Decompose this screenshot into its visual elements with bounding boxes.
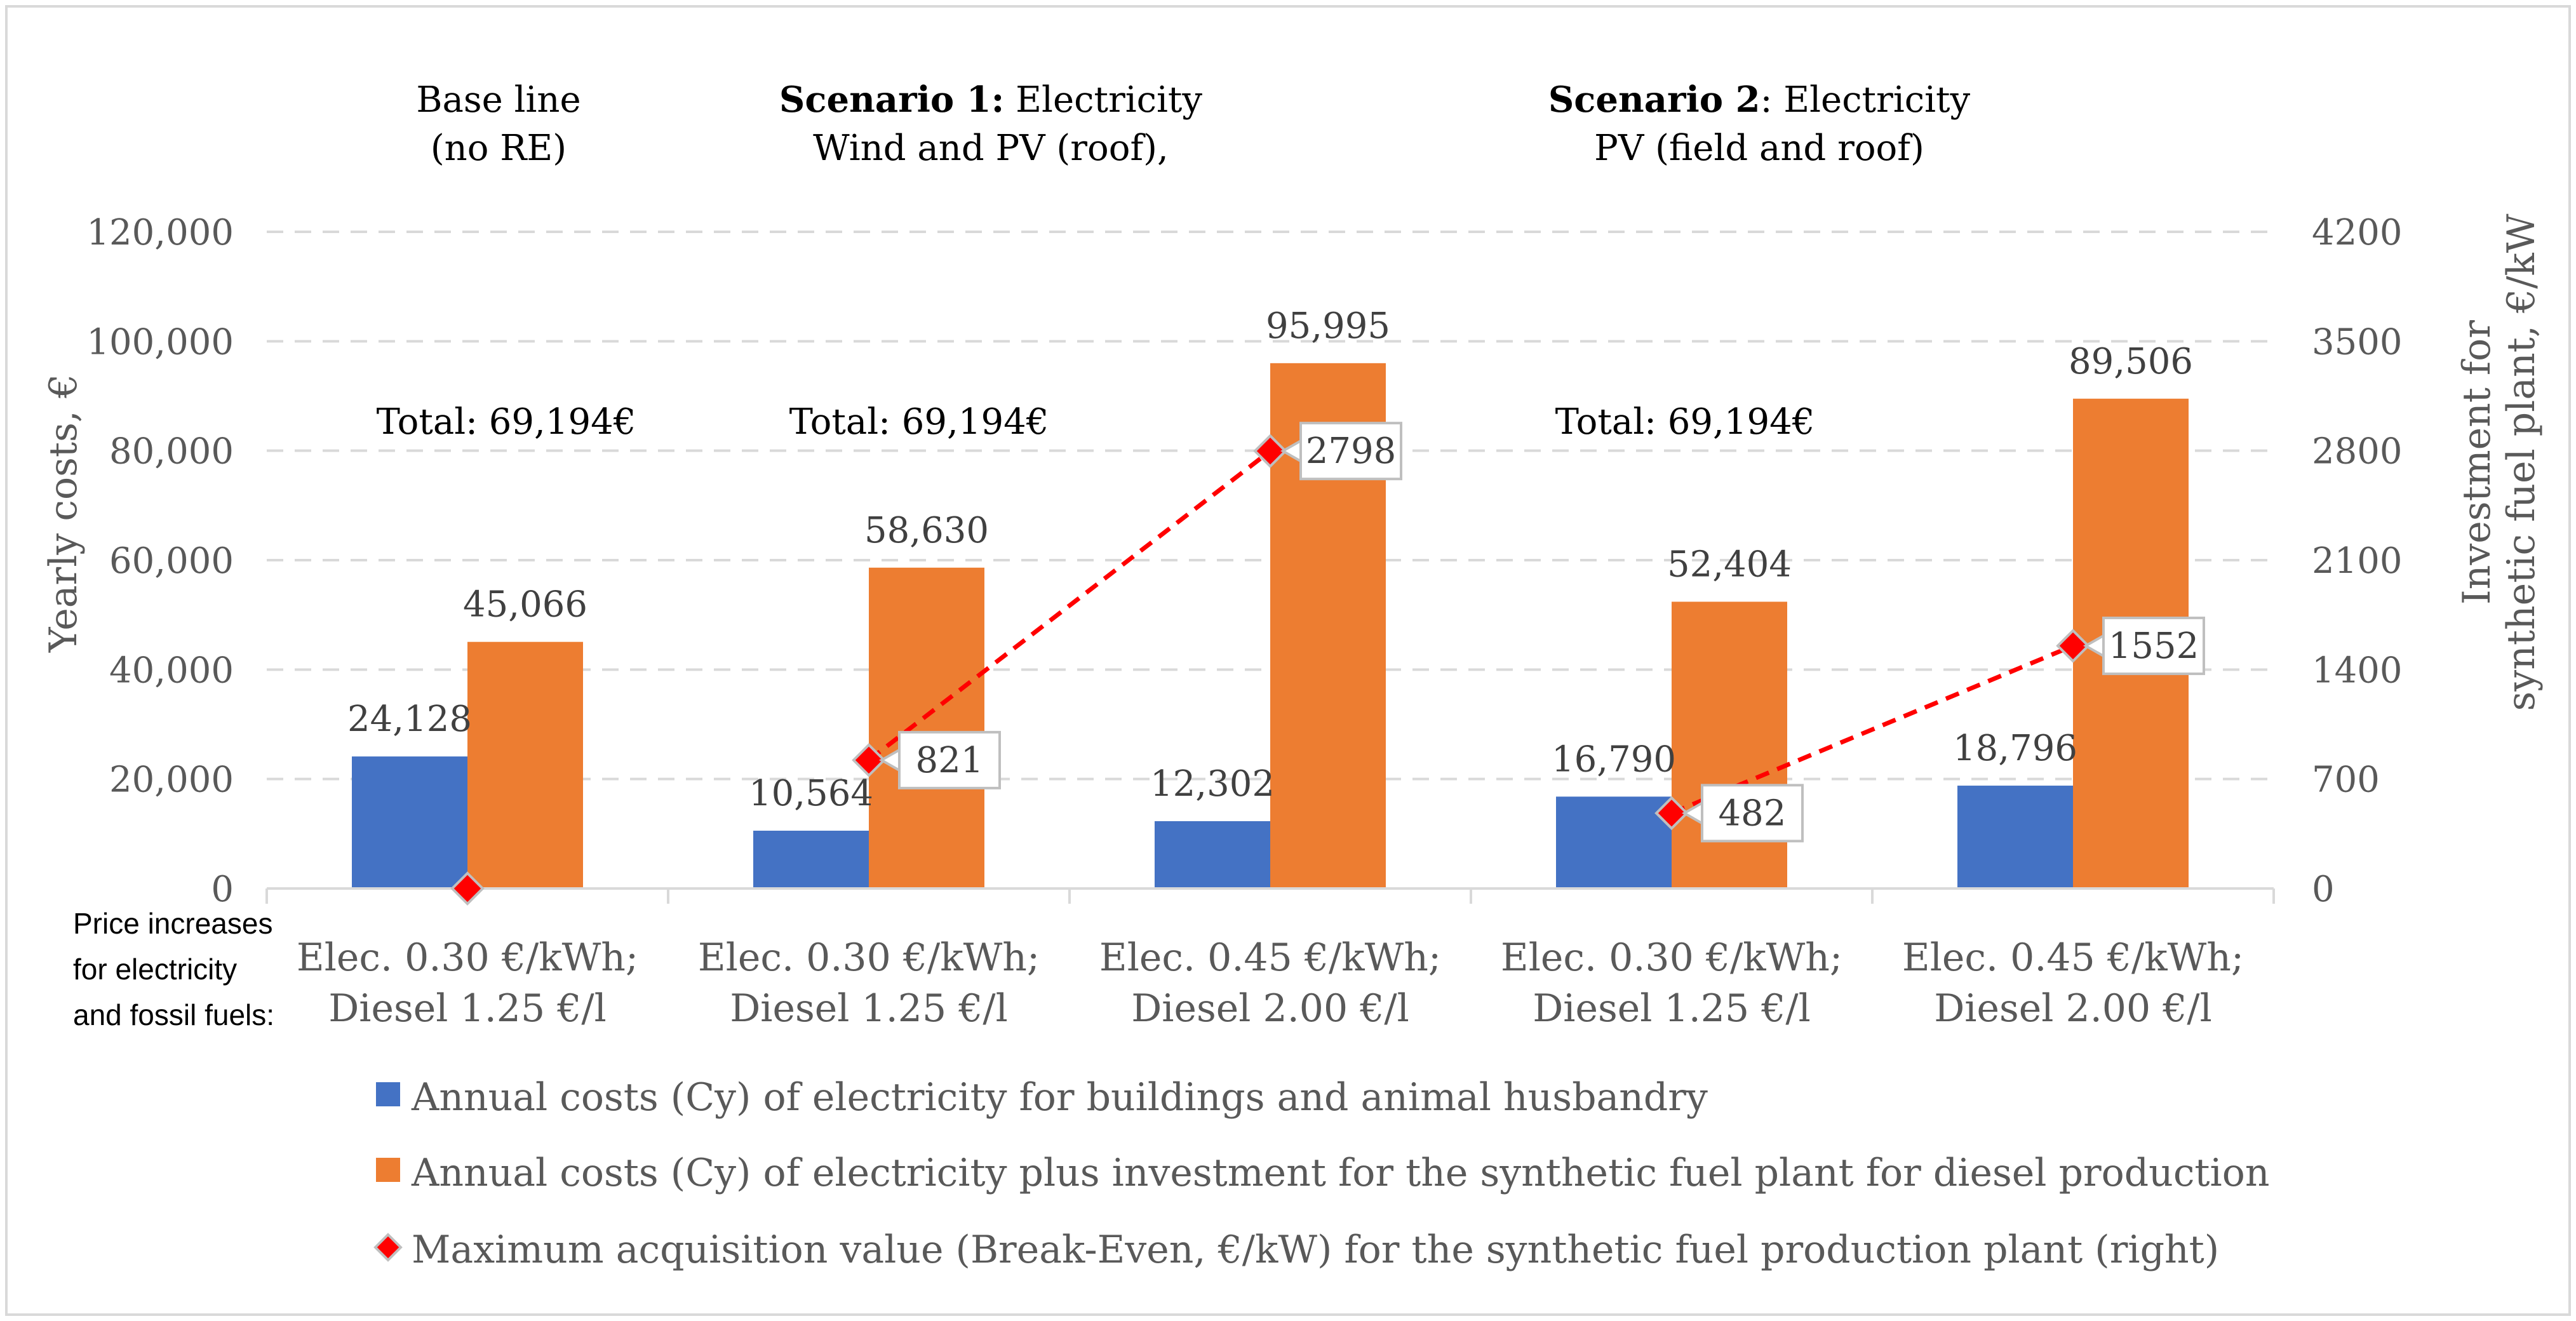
group-header-rest: : Electricity <box>1761 79 1971 121</box>
bar-value-label: 10,564 <box>749 773 873 814</box>
price-note: Price increases for electricity and foss… <box>73 907 274 1031</box>
legend-label: Annual costs (Cy) of electricity plus in… <box>411 1151 2270 1195</box>
break-even-marker <box>1654 796 1689 831</box>
group-header-bold: Scenario 2 <box>1548 79 1761 121</box>
y2-tick-label: 2800 <box>2312 431 2403 473</box>
bar-electricity <box>352 756 467 888</box>
total-label: Total: 69,194€ <box>377 401 636 443</box>
y-tick-label: 20,000 <box>109 760 234 801</box>
y-tick-label: 0 <box>211 869 234 910</box>
legend: Annual costs (Cy) of electricity for bui… <box>373 1075 2270 1272</box>
group-header-bold: Scenario 1: <box>779 79 1004 121</box>
bars <box>352 363 2189 888</box>
y2-tick-label: 0 <box>2312 869 2335 910</box>
break-even-marker <box>1253 434 1287 468</box>
category-label-line1: Elec. 0.30 €/kWh; <box>698 935 1040 980</box>
break-even-marker <box>852 743 886 777</box>
group-header-line2: (no RE) <box>431 128 567 169</box>
category-label-line1: Elec. 0.30 €/kWh; <box>1501 935 1842 980</box>
y-tick-label: 40,000 <box>109 650 234 691</box>
bar-electricity <box>1957 786 2073 888</box>
y2-tick-label: 4200 <box>2312 212 2403 253</box>
group-headers: Base line (no RE) Scenario 1: Electricity W… <box>416 79 1970 169</box>
bar-electricity <box>753 830 869 888</box>
y2-tick-label: 3500 <box>2312 321 2403 363</box>
total-label: Total: 69,194€ <box>789 401 1049 443</box>
legend-label: Annual costs (Cy) of electricity for bui… <box>411 1075 1708 1120</box>
y-tick-label: 80,000 <box>109 431 234 473</box>
bar-value-label: 89,506 <box>2069 341 2193 382</box>
price-note-line: Price increases <box>73 907 272 940</box>
break-even-callout-box <box>1701 784 1804 843</box>
group-header-line1: Scenario 1: Electricity <box>779 79 1202 121</box>
break-even-label: 482 <box>1719 793 1787 834</box>
y2-axis-ticks: 0 700 1400 2100 2800 3500 4200 <box>2312 212 2403 910</box>
legend-swatch <box>376 1158 400 1182</box>
category-label-line1: Elec. 0.45 €/kWh; <box>1099 935 1441 980</box>
bar-value-label: 52,404 <box>1667 544 1792 585</box>
y2-tick-label: 700 <box>2312 760 2380 801</box>
category-label-line1: Elec. 0.45 €/kWh; <box>1902 935 2244 980</box>
bar-value-label: 18,796 <box>1953 728 2077 769</box>
bar-value-label: 58,630 <box>864 510 989 551</box>
bar-value-label: 12,302 <box>1150 763 1275 805</box>
bar-value-label: 45,066 <box>463 584 587 626</box>
bar-electricity <box>1556 796 1672 888</box>
bar-value-label: 24,128 <box>347 699 472 740</box>
price-note-line: for electricity <box>73 953 237 986</box>
break-even-label: 1552 <box>2109 626 2199 667</box>
break-even-marker <box>450 871 485 906</box>
bar-electricity-plus-investment <box>467 641 583 888</box>
y2-axis-label-line1: Investment for <box>2455 320 2499 605</box>
category-label-line2: Diesel 2.00 €/l <box>1934 986 2212 1031</box>
y-tick-label: 120,000 <box>86 212 234 253</box>
legend-swatch <box>373 1233 403 1262</box>
bar-electricity-plus-investment <box>869 567 984 888</box>
group-header-line1: Scenario 2: Electricity <box>1548 79 1971 121</box>
y2-axis-label-line2: synthetic fuel plant, €/kW <box>2499 213 2544 711</box>
break-even-link <box>867 449 1272 762</box>
break-even-series: 821 2798 482 1552 <box>450 422 2205 906</box>
bar-value-label: 95,995 <box>1266 305 1390 347</box>
y-tick-label: 60,000 <box>109 540 234 582</box>
y2-tick-label: 2100 <box>2312 540 2403 582</box>
group-header-line2: Wind and PV (roof), <box>813 128 1169 169</box>
legend-swatch <box>376 1082 400 1106</box>
category-label-line2: Diesel 1.25 €/l <box>1533 986 1811 1031</box>
break-even-callout-box <box>1299 422 1402 481</box>
category-label-line2: Diesel 1.25 €/l <box>328 986 607 1031</box>
group-header-line2: PV (field and roof) <box>1594 128 1924 169</box>
bar-electricity-plus-investment <box>1672 601 1787 888</box>
y-axis-label: Yearly costs, € <box>41 374 86 653</box>
group-header-rest: Base line <box>416 79 580 121</box>
legend-label: Maximum acquisition value (Break-Even, €… <box>412 1228 2219 1272</box>
group-header-line1: Base line <box>416 79 580 121</box>
category-label-line2: Diesel 1.25 €/l <box>730 986 1008 1031</box>
y-tick-label: 100,000 <box>86 321 234 363</box>
bar-value-label: 16,790 <box>1552 739 1676 780</box>
y-axis-ticks: 0 20,000 40,000 60,000 80,000 100,000 120,000 <box>86 212 234 910</box>
total-label: Total: 69,194€ <box>1555 401 1815 443</box>
category-label-line1: Elec. 0.30 €/kWh; <box>297 935 638 980</box>
break-even-label: 2798 <box>1306 431 1397 472</box>
total-labels: Total: 69,194€ Total: 69,194€ Total: 69,19… <box>377 401 1815 443</box>
category-labels: Elec. 0.30 €/kWh; Diesel 1.25 €/l Elec. 0.… <box>297 935 2244 1031</box>
category-label-line2: Diesel 2.00 €/l <box>1131 986 1409 1031</box>
bar-electricity <box>1155 821 1270 888</box>
break-even-label: 821 <box>916 740 984 781</box>
x-axis <box>265 887 2275 904</box>
price-note-line: and fossil fuels: <box>73 998 274 1031</box>
break-even-callout-box <box>898 730 1001 789</box>
break-even-callout-box <box>2102 616 2205 675</box>
y2-tick-label: 1400 <box>2312 650 2403 691</box>
group-header-rest: Electricity <box>1004 79 1202 121</box>
bar-value-labels: 24,128 10,564 12,302 16,790 18,796 45,066 58,6… <box>347 305 2193 814</box>
break-even-marker <box>2056 629 2090 663</box>
